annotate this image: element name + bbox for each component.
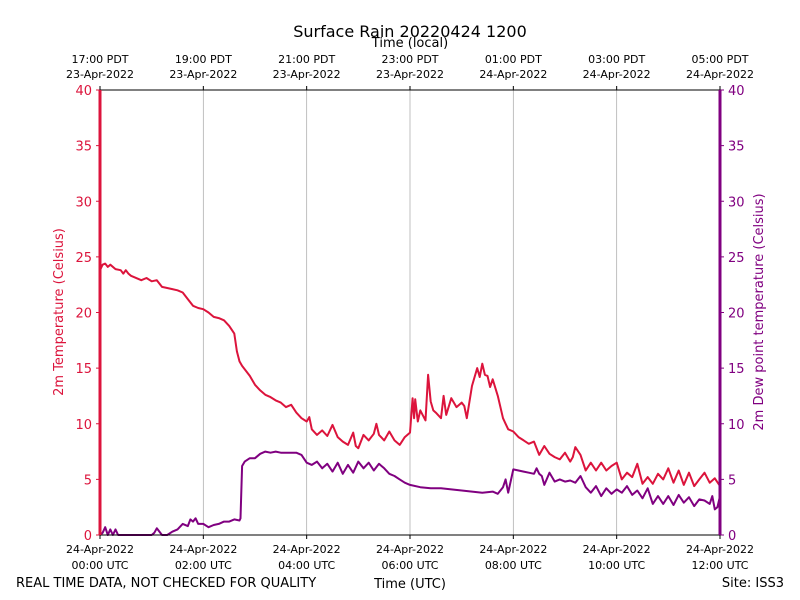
bottom-x-tick-date: 24-Apr-2022 [479,543,547,556]
top-x-tick-date: 23-Apr-2022 [66,68,134,81]
bottom-x-tick-time: 02:00 UTC [175,559,232,572]
y-axis-label-right: 2m Dew point temperature (Celsius) [752,193,767,430]
quality-disclaimer: REAL TIME DATA, NOT CHECKED FOR QUALITY [16,576,316,591]
top-x-tick-time: 05:00 PDT [691,53,748,66]
right-y-tick-label: 5 [728,473,736,488]
left-y-tick-label: 15 [75,362,92,377]
top-x-tick-time: 23:00 PDT [381,53,438,66]
top-x-tick-date: 23-Apr-2022 [273,68,341,81]
right-y-tick-label: 20 [728,307,745,322]
right-y-tick-label: 10 [728,418,745,433]
bottom-x-tick-date: 24-Apr-2022 [583,543,651,556]
left-y-tick-label: 10 [75,418,92,433]
bottom-x-tick-time: 12:00 UTC [691,559,748,572]
top-x-tick-time: 17:00 PDT [71,53,128,66]
bottom-x-tick-date: 24-Apr-2022 [376,543,444,556]
right-y-tick-label: 30 [728,195,745,210]
site-label: Site: ISS3 [722,576,784,591]
bottom-x-tick-time: 10:00 UTC [588,559,645,572]
top-x-tick-date: 24-Apr-2022 [479,68,547,81]
left-y-tick-label: 35 [75,140,92,155]
series-layer [99,262,721,536]
bottom-x-tick-date: 24-Apr-2022 [169,543,237,556]
right-y-tick-label: 35 [728,140,745,155]
temperature-line [99,262,721,488]
top-x-tick-time: 03:00 PDT [588,53,645,66]
bottom-x-tick-date: 24-Apr-2022 [686,543,754,556]
bottom-x-tick-time: 04:00 UTC [278,559,335,572]
right-y-tick-label: 25 [728,251,745,266]
x-axis-label: Time (UTC) [373,577,446,592]
dewpoint-line [99,450,721,536]
left-y-tick-label: 40 [75,84,92,99]
y-axis-label-left: 2m Temperature (Celsius) [52,228,67,396]
left-y-tick-label: 30 [75,195,92,210]
left-y-tick-label: 5 [84,473,92,488]
top-x-tick-date: 24-Apr-2022 [686,68,754,81]
grid [202,90,618,535]
bottom-x-tick-time: 08:00 UTC [485,559,542,572]
bottom-x-tick-date: 24-Apr-2022 [66,543,134,556]
top-x-tick-time: 21:00 PDT [278,53,335,66]
top-x-tick-date: 24-Apr-2022 [583,68,651,81]
left-y-tick-label: 20 [75,307,92,322]
right-y-tick-label: 15 [728,362,745,377]
top-x-tick-date: 23-Apr-2022 [169,68,237,81]
top-x-tick-time: 01:00 PDT [485,53,542,66]
top-axis-label: Time (local) [371,36,448,51]
bottom-x-tick-time: 00:00 UTC [71,559,128,572]
tick-labels: 0 0 5 5 10 10 15 15 20 20 25 25 30 30 35 35 40 40 24-Apr-2… [66,53,754,572]
right-y-tick-label: 0 [728,529,736,544]
bottom-x-tick-time: 06:00 UTC [381,559,438,572]
chart-title: Surface Rain 20220424 1200 [293,22,527,41]
left-y-tick-label: 0 [84,529,92,544]
left-y-tick-label: 25 [75,251,92,266]
right-y-tick-label: 40 [728,84,745,99]
top-x-tick-date: 23-Apr-2022 [376,68,444,81]
top-x-tick-time: 19:00 PDT [175,53,232,66]
bottom-x-tick-date: 24-Apr-2022 [273,543,341,556]
axes [96,86,724,539]
